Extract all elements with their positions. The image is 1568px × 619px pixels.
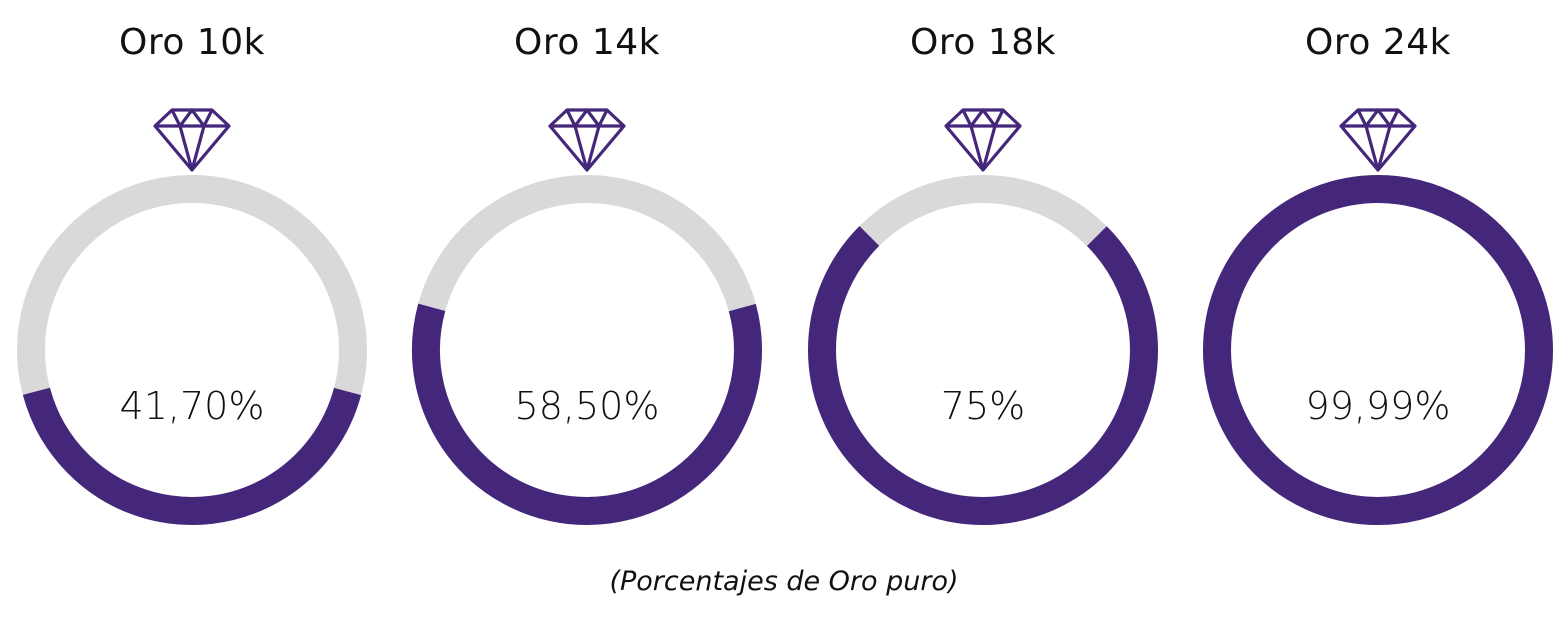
chart-caption: (Porcentajes de Oro puro)	[609, 566, 959, 597]
gauge-title: Oro 10k	[119, 22, 265, 63]
gauge-title: Oro 14k	[514, 22, 660, 63]
gauge-value: 75%	[940, 384, 1026, 428]
gauge-title: Oro 18k	[910, 22, 1056, 63]
gauge-oro-10k: Oro 10k 41,70%	[0, 0, 389, 540]
gauge-value: 41,70%	[119, 384, 265, 428]
diamond-icon	[548, 108, 626, 172]
ring-gauge	[1203, 175, 1553, 525]
diamond-icon	[944, 108, 1022, 172]
ring-gauge	[412, 175, 762, 525]
gauge-value: 99,99%	[1305, 384, 1451, 428]
diamond-icon	[153, 108, 231, 172]
gauge-oro-18k: Oro 18k 75%	[786, 0, 1180, 540]
ring-gauge	[17, 175, 367, 525]
ring-gauge	[808, 174, 1158, 525]
gauge-oro-24k: Oro 24k 99,99%	[1181, 0, 1568, 540]
gauge-title: Oro 24k	[1305, 22, 1451, 63]
gauge-oro-14k: Oro 14k 58,50%	[390, 0, 784, 540]
diamond-icon	[1339, 108, 1417, 172]
gauge-value: 58,50%	[514, 384, 660, 428]
